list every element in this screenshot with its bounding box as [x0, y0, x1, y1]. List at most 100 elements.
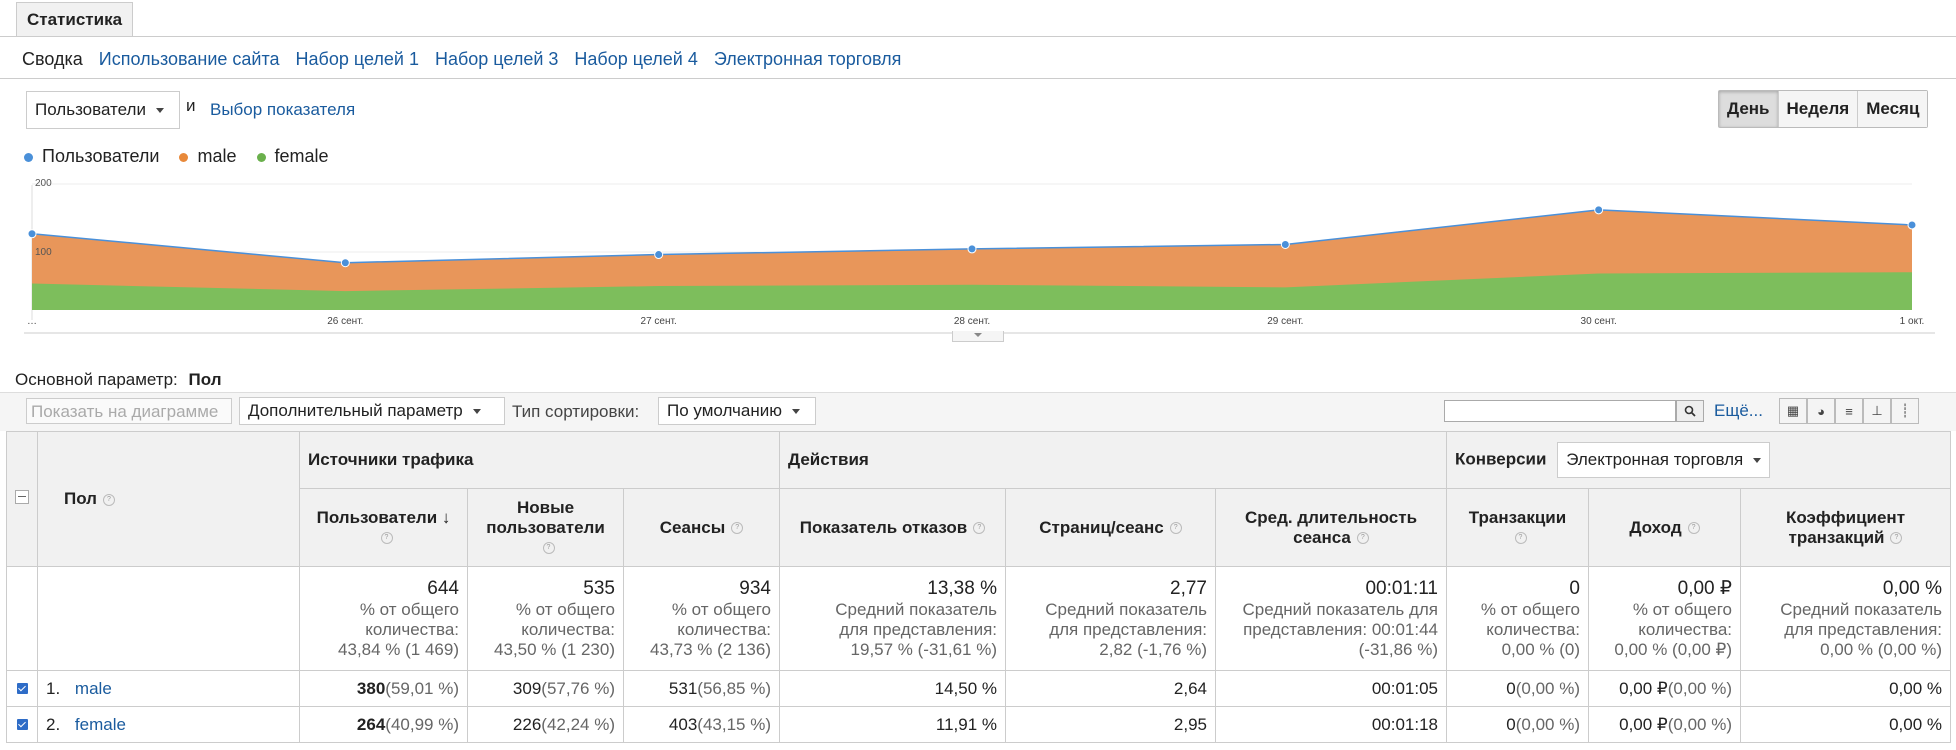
group-traffic: Источники трафика — [299, 431, 780, 489]
legend-label: male — [197, 146, 237, 166]
subtab-ecommerce[interactable]: Электронная торговля — [713, 48, 902, 69]
col-label: Пользователи — [316, 507, 438, 527]
group-conversions: Конверсии Электронная торговля — [1446, 431, 1951, 489]
col-header-users[interactable]: Пользователи ↓? — [299, 488, 468, 567]
period-week-button[interactable]: Неделя — [1777, 91, 1858, 127]
data-point[interactable] — [967, 244, 977, 254]
cell-value: 380 — [356, 678, 386, 698]
col-header-bounce[interactable]: Показатель отказов? — [779, 488, 1006, 567]
data-point[interactable] — [1594, 205, 1604, 215]
data-point[interactable] — [1280, 239, 1290, 249]
total-note: 43,84 % (1 469) — [338, 639, 459, 659]
col-header-new-users[interactable]: Новые пользователи? — [467, 488, 624, 567]
legend-dot-icon — [256, 152, 266, 162]
row-dimension-link[interactable]: male — [74, 678, 112, 698]
data-point[interactable] — [654, 250, 664, 260]
secondary-dimension-dropdown[interactable]: Дополнительный параметр — [239, 397, 505, 425]
dimension-header-label: Пол — [64, 489, 97, 508]
table-search-input[interactable] — [1444, 400, 1676, 422]
help-icon[interactable]: ? — [973, 522, 986, 535]
total-value: 644 — [427, 577, 459, 599]
cell-pct: (0,00 %) — [1667, 678, 1732, 698]
col-header-conv-rate[interactable]: Коэффициент транзакций? — [1740, 488, 1951, 567]
total-note: 0,00 % (0,00 %) — [1820, 639, 1942, 659]
help-icon[interactable]: ? — [542, 542, 555, 555]
cell-pct: (59,01 %) — [385, 678, 459, 698]
data-point[interactable] — [27, 229, 37, 239]
data-point[interactable] — [1907, 220, 1917, 230]
row-checkbox[interactable] — [16, 682, 28, 694]
cell-pct: (42,24 %) — [541, 714, 615, 734]
x-tick-label: 28 сент. — [953, 316, 991, 327]
row-sessions: 531(56,85 %) — [623, 670, 780, 707]
search-button[interactable] — [1676, 400, 1704, 422]
totals-empty-cell — [6, 566, 38, 671]
tab-statistics[interactable]: Статистика — [16, 2, 134, 37]
performance-view-icon[interactable]: ≡ — [1835, 398, 1863, 424]
col-header-pages[interactable]: Страниц/сеанс? — [1005, 488, 1216, 567]
total-value: 0,00 ₽ — [1677, 578, 1732, 599]
row-checkbox-cell — [6, 670, 38, 707]
sort-type-dropdown[interactable]: По умолчанию — [658, 397, 816, 425]
subtab-summary[interactable]: Сводка — [22, 48, 83, 69]
row-conv-rate: 0,00 % — [1740, 670, 1951, 707]
col-header-transactions[interactable]: Транзакции? — [1446, 488, 1589, 567]
subtab-site-usage[interactable]: Использование сайта — [98, 48, 280, 69]
chevron-down-icon — [1753, 457, 1762, 463]
row-transactions: 0(0,00 %) — [1446, 670, 1589, 707]
subtab-goal-set-1[interactable]: Набор целей 1 — [295, 48, 419, 69]
pivot-view-icon[interactable]: ┊ — [1891, 398, 1919, 424]
col-header-revenue[interactable]: Доход? — [1588, 488, 1741, 567]
subtab-goal-set-3[interactable]: Набор целей 3 — [434, 48, 559, 69]
help-icon[interactable]: ? — [1169, 522, 1182, 535]
more-link[interactable]: Ещё... — [1714, 401, 1763, 420]
subtab-goal-set-4[interactable]: Набор целей 4 — [574, 48, 698, 69]
total-note: представления: 00:01:44 — [1243, 619, 1438, 639]
total-transactions: 0% от общего количества: 0,00 % (0) — [1446, 566, 1589, 671]
legend-label: female — [274, 146, 329, 166]
help-icon[interactable]: ? — [1514, 532, 1527, 545]
help-icon[interactable]: ? — [1356, 532, 1369, 545]
data-table: Пол? Источники трафика Действия Конверси… — [6, 431, 1951, 743]
col-header-duration[interactable]: Сред. длительность сеанса? — [1215, 488, 1447, 567]
row-checkbox[interactable] — [16, 718, 28, 730]
total-note: % от общего — [1480, 599, 1580, 619]
conversion-type-dropdown[interactable]: Электронная торговля — [1557, 442, 1771, 478]
total-bounce: 13,38 % Средний показатель для представлен… — [779, 566, 1006, 671]
data-point[interactable] — [340, 258, 350, 268]
total-note: для представления: — [839, 619, 997, 639]
help-icon[interactable]: ? — [102, 493, 115, 506]
x-tick-label: 29 сент. — [1267, 316, 1304, 327]
period-month-button[interactable]: Месяц — [1857, 91, 1928, 127]
table-view-icon[interactable]: ▦ — [1779, 398, 1807, 424]
show-on-chart-button[interactable]: Показать на диаграмме — [26, 398, 232, 424]
help-icon[interactable]: ? — [731, 522, 744, 535]
y-tick-label: 100 — [35, 247, 52, 258]
row-dimension-link[interactable]: female — [74, 714, 126, 734]
table-row: 2. female 264(40,99 %) 226(42,24 %) 403(… — [6, 706, 1951, 743]
collapse-icon[interactable] — [15, 490, 29, 504]
col-label: Транзакции — [1468, 507, 1567, 527]
help-icon[interactable]: ? — [1890, 532, 1903, 545]
x-tick-label: 1 окт. — [1899, 316, 1925, 327]
period-day-button[interactable]: День — [1719, 91, 1778, 127]
col-label: Доход — [1629, 517, 1682, 537]
comparison-view-icon[interactable]: ⊥ — [1863, 398, 1891, 424]
dimension-header[interactable]: Пол? — [37, 431, 300, 567]
row-sessions: 403(43,15 %) — [623, 706, 780, 743]
cell-pct: (40,99 %) — [385, 714, 459, 734]
cell-value: 0,00 ₽ — [1619, 714, 1668, 734]
chart-collapse-handle[interactable] — [952, 331, 1004, 342]
total-value: 00:01:11 — [1365, 577, 1438, 599]
table-group-header-row: Пол? Источники трафика Действия Конверси… — [6, 431, 1951, 567]
divider — [0, 36, 1956, 37]
total-note: 0,00 % (0,00 ₽) — [1614, 640, 1732, 659]
search-icon — [1684, 405, 1696, 417]
pie-view-icon[interactable]: ◕ — [1807, 398, 1835, 424]
choose-metric-link[interactable]: Выбор показателя — [210, 100, 356, 119]
help-icon[interactable]: ? — [380, 532, 393, 545]
help-icon[interactable]: ? — [1687, 522, 1700, 535]
col-header-sessions[interactable]: Сеансы? — [623, 488, 780, 567]
metric-dropdown[interactable]: Пользователи — [26, 91, 180, 129]
row-dimension-cell: 1. male — [37, 670, 300, 707]
